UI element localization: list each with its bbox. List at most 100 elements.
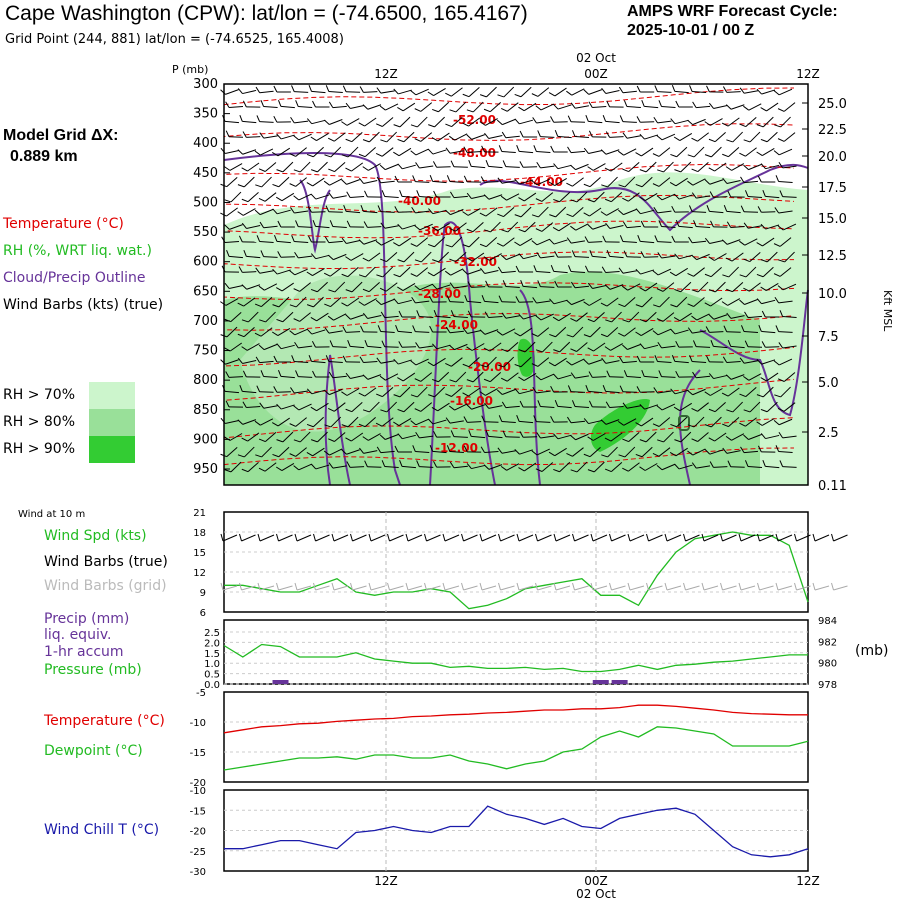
wind-barb-flag xyxy=(553,349,560,353)
wind-barb-flag xyxy=(635,268,641,275)
wind-barb xyxy=(636,85,655,93)
wind-barb-shaft xyxy=(298,376,313,378)
pressure-tick-label: 550 xyxy=(193,225,218,240)
wind-barb-shaft xyxy=(242,89,257,95)
wind-barb-shaft xyxy=(783,372,796,382)
wind-barb-shaft xyxy=(778,331,793,333)
wind-barb xyxy=(623,250,641,258)
wind-barb xyxy=(583,418,603,425)
surface-wind-barb-flag xyxy=(350,533,353,542)
wind-barb-shaft xyxy=(574,256,590,258)
wind-barb xyxy=(514,237,533,247)
wind-barb-shaft xyxy=(329,267,342,277)
wind-barb-shaft xyxy=(419,345,434,349)
wind-barb-flag xyxy=(414,138,422,142)
wind-barb-shaft xyxy=(332,105,347,109)
wind-barb xyxy=(328,162,346,173)
wind-barb-flag xyxy=(722,86,728,93)
wind-barb xyxy=(342,326,361,333)
wind-barb-flag xyxy=(241,284,248,290)
temperature-tick-label: -20 xyxy=(190,778,206,789)
wind-barb-shaft xyxy=(364,387,377,397)
wind-barb-shaft xyxy=(571,240,585,244)
wind-barb-flag xyxy=(346,461,351,468)
wind-barb-shaft xyxy=(415,148,429,156)
wind-barb-shaft xyxy=(641,296,653,308)
wind-barb xyxy=(237,297,256,307)
wind-barb-shaft xyxy=(488,435,503,439)
wind-barb xyxy=(600,208,619,216)
wind-barb xyxy=(306,388,326,395)
wind-barb xyxy=(429,295,447,303)
wind-barb-shaft xyxy=(230,191,242,203)
isotherm-line xyxy=(223,313,795,331)
wind-barb-shaft xyxy=(334,162,346,172)
wind-barb-flag xyxy=(689,85,693,92)
wind-barb-flag xyxy=(444,270,451,276)
wind-barb-flag xyxy=(601,357,607,364)
wind-barb xyxy=(323,388,343,396)
wind-barb-shaft xyxy=(281,404,295,410)
wind-barb-flag xyxy=(601,454,608,458)
wind-barb-flag xyxy=(429,325,434,333)
wind-barb-shaft xyxy=(744,90,758,94)
wind-barb-shaft xyxy=(570,150,586,154)
wind-barb-flag xyxy=(446,175,451,182)
wind-barb-flag xyxy=(432,161,438,168)
wind-barb xyxy=(554,129,572,139)
wind-barb-shaft xyxy=(263,256,278,258)
wind-barb xyxy=(397,433,416,440)
wind-barb-shaft xyxy=(294,120,309,124)
pressure-right-tick-label: 982 xyxy=(818,637,837,648)
wind-barb xyxy=(412,325,430,333)
wind-barb-flag xyxy=(600,302,608,307)
wind-barb-flag xyxy=(256,385,261,392)
wind-barb-shaft xyxy=(312,447,325,457)
grid-wind-barb-shaft xyxy=(629,585,645,591)
pressure-tick-label: 700 xyxy=(193,314,218,329)
wind-barb-flag xyxy=(740,446,745,453)
wind-barb xyxy=(324,236,343,244)
wind-barb xyxy=(497,86,515,98)
wind-barb xyxy=(518,313,537,320)
wind-barb xyxy=(277,99,295,109)
wind-barb xyxy=(359,447,378,454)
wind-barb xyxy=(516,144,534,154)
surface-wind-barb-flag xyxy=(387,533,390,542)
wind-barb xyxy=(380,311,399,319)
wind-barb-shaft xyxy=(538,206,549,218)
wind-barb xyxy=(671,235,689,243)
wind-barb-shaft xyxy=(692,361,707,363)
wind-barb xyxy=(725,104,745,110)
wind-barb xyxy=(518,192,537,202)
wind-barb xyxy=(323,448,343,456)
wind-barb xyxy=(587,311,605,323)
surface-wind-barb xyxy=(368,533,386,542)
wind-barb-flag xyxy=(567,115,572,122)
pressure-tick-label: 400 xyxy=(193,136,218,151)
surface-wind-barb xyxy=(664,533,682,542)
wind-barb-flag xyxy=(617,150,624,156)
wind-barb xyxy=(293,431,311,443)
wind-barb xyxy=(671,354,689,364)
wind-barb xyxy=(273,115,291,123)
wind-barb xyxy=(412,445,430,453)
wind-barb xyxy=(721,239,741,245)
wind-barb-flag xyxy=(467,281,472,288)
wind-barb-shaft xyxy=(714,253,727,261)
wind-barb-shaft xyxy=(484,270,499,274)
wind-barb xyxy=(502,280,520,288)
legend-precip-liq: liq. equiv. xyxy=(44,627,112,643)
wind-barb-shaft xyxy=(678,464,693,470)
wind-barb xyxy=(241,311,259,323)
wind-barb xyxy=(670,328,689,335)
wind-barb-flag xyxy=(583,183,591,188)
wind-barb xyxy=(635,296,653,308)
wind-barb-shaft xyxy=(330,146,342,158)
wind-barb xyxy=(587,191,605,203)
wind-barb-flag xyxy=(693,220,697,227)
wind-barb xyxy=(566,207,584,218)
wind-barb-flag xyxy=(514,363,522,368)
wind-barb xyxy=(566,447,584,457)
wind-barb xyxy=(570,372,589,379)
